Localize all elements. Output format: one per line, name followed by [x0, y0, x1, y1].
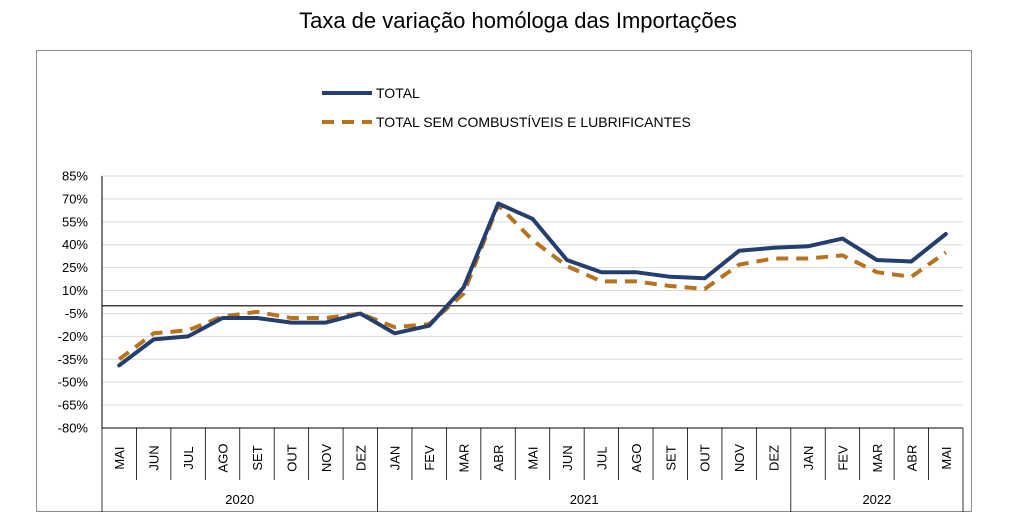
y-tick-label: -65%: [58, 398, 89, 413]
x-tick-label: JUL: [181, 446, 196, 469]
y-tick-label: 10%: [62, 283, 88, 298]
y-tick-label: 40%: [62, 237, 88, 252]
x-tick-label: DEZ: [767, 445, 782, 471]
year-label: 2020: [225, 492, 254, 507]
series-lines: [117, 201, 948, 368]
x-tick-label: AGO: [216, 444, 231, 473]
x-tick-label: JUN: [147, 445, 162, 470]
legend: TOTAL TOTAL SEM COMBUSTÍVEIS E LUBRIFICAN…: [322, 85, 691, 130]
chart-frame: [36, 50, 972, 512]
x-tick-label: AGO: [629, 444, 644, 473]
x-tick-label: FEV: [422, 445, 437, 471]
y-tick-labels: 85% 70% 55% 40% 25% 10% -5% -20% -35% -50% -65% -80…: [58, 169, 89, 436]
x-tick-label: JAN: [388, 446, 403, 471]
y-tick-label: -5%: [65, 306, 89, 321]
y-tick-label: -50%: [58, 375, 89, 390]
x-tick-label: MAI: [939, 446, 954, 469]
x-tick-label: DEZ: [353, 445, 368, 471]
year-label: 2021: [570, 492, 599, 507]
year-label: 2022: [862, 492, 891, 507]
y-tick-label: 85%: [62, 169, 88, 184]
x-tick-label: FEV: [835, 445, 850, 471]
chart-title: Taxa de variação homóloga das Importaçõe…: [299, 8, 737, 33]
legend-label: TOTAL: [376, 85, 420, 101]
y-tick-label: -80%: [58, 421, 89, 436]
x-tick-label: JAN: [801, 446, 816, 471]
y-tick-label: -35%: [58, 352, 89, 367]
x-tick-label: OUT: [284, 444, 299, 472]
x-tick-label: NOV: [319, 444, 334, 473]
y-tick-label: 25%: [62, 260, 88, 275]
x-tick-label: ABR: [904, 445, 919, 472]
y-tick-label: 70%: [62, 191, 88, 206]
y-tick-label: -20%: [58, 329, 89, 344]
x-axis: MAI JUN JUL AGO SET OUT NOV DEZ JAN FEV MAR ABR MAI J…: [101, 427, 964, 512]
x-tick-label: NOV: [732, 444, 747, 473]
x-tick-label: SET: [250, 445, 265, 470]
x-tick-label: ABR: [491, 445, 506, 472]
x-tick-label: JUN: [560, 445, 575, 470]
x-tick-label: SET: [663, 445, 678, 470]
x-tick-label: MAR: [870, 444, 885, 473]
x-tick-label: OUT: [698, 444, 713, 472]
y-tick-label: 55%: [62, 214, 88, 229]
series-line-total: [117, 201, 948, 368]
x-tick-label: MAI: [526, 446, 541, 469]
legend-label: TOTAL SEM COMBUSTÍVEIS E LUBRIFICANTES: [376, 114, 691, 130]
series-line-total-sem-combustiveis: [117, 203, 947, 361]
x-tick-label: MAI: [112, 446, 127, 469]
gridlines: [101, 175, 963, 429]
x-tick-label: MAR: [457, 444, 472, 473]
x-tick-label: JUL: [594, 446, 609, 469]
